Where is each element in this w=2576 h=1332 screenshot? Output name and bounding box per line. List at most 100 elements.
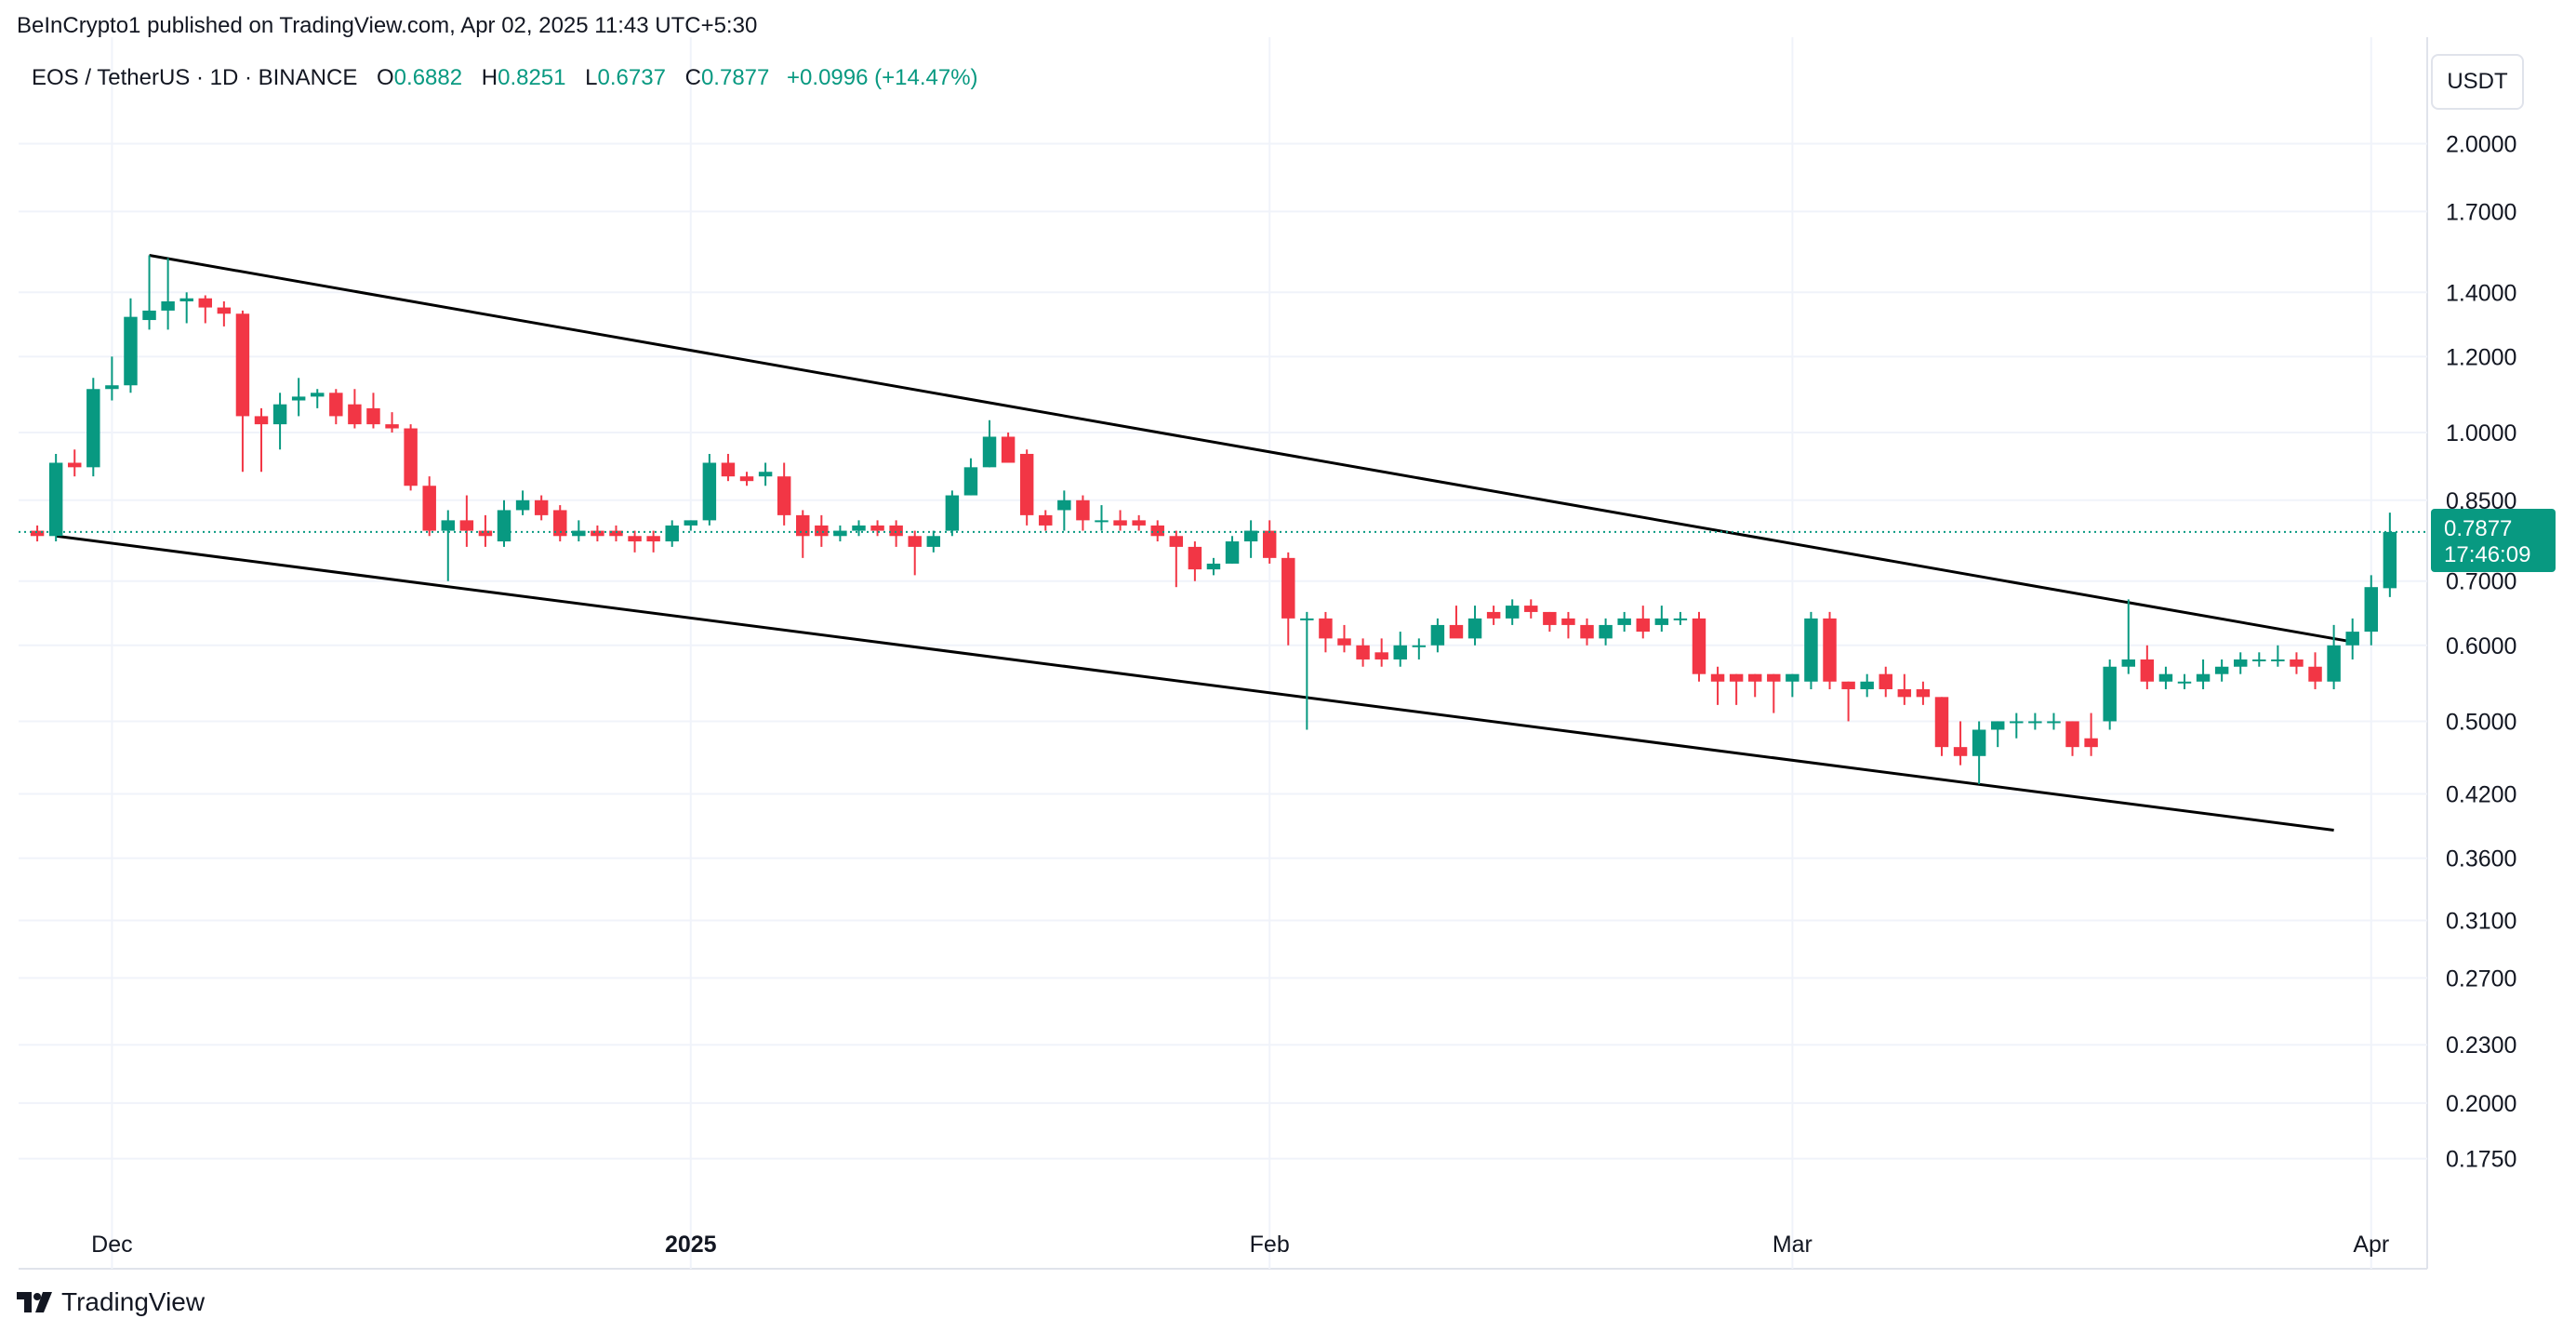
candle-body [1169, 536, 1184, 547]
channel-trendline [55, 534, 2334, 832]
price-tick-label: 0.6000 [2446, 633, 2516, 659]
candle-body [908, 536, 922, 547]
candle-body [1990, 721, 2005, 730]
low-label: L [585, 65, 598, 90]
candle-body [628, 536, 642, 542]
candle-body [2271, 659, 2285, 661]
candle-body [534, 500, 549, 515]
currency-button[interactable]: USDT [2431, 54, 2524, 110]
time-tick-label: Dec [91, 1232, 132, 1258]
candle-body [833, 530, 847, 537]
price-tick-label: 2.0000 [2446, 132, 2516, 158]
candle-body [572, 530, 586, 537]
price-tick-label: 1.4000 [2446, 280, 2516, 306]
time-axis[interactable]: Dec 2025 Feb Mar Apr [91, 1232, 2389, 1258]
candle-body [105, 385, 119, 390]
candle-body [2028, 721, 2042, 724]
candle-body [1039, 514, 1053, 526]
candle-body [926, 536, 941, 547]
trendlines[interactable] [55, 254, 2353, 832]
brand-name: TradingView [61, 1287, 206, 1316]
candle-body [30, 530, 45, 537]
tradingview-brand[interactable]: TradingView [17, 1287, 205, 1317]
tradingview-logo-icon [17, 1292, 52, 1312]
candle-body [609, 530, 623, 537]
candle-body [1543, 611, 1557, 625]
candle-body [739, 476, 754, 482]
candle-body [945, 495, 960, 531]
candle-body [852, 525, 866, 531]
candle-body [2308, 666, 2322, 682]
candle-body [1580, 624, 1594, 639]
candle-body [1113, 520, 1127, 526]
price-axis[interactable]: 2.00001.70001.40001.20001.00000.85000.70… [2446, 132, 2516, 1173]
candle-body [1654, 618, 1669, 625]
candle-body [982, 436, 997, 468]
candle-body [235, 313, 250, 417]
candle-body [1710, 673, 1725, 682]
candle-body [2103, 666, 2117, 722]
candle-body [2233, 659, 2248, 667]
price-tick-label: 0.3600 [2446, 846, 2516, 872]
last-price-tag-price: 0.7877 [2444, 516, 2512, 541]
candle-body [1449, 624, 1464, 639]
candle-body [2290, 659, 2304, 667]
candle-body [1804, 618, 1818, 682]
close-value: 0.7877 [700, 65, 770, 90]
candle-body [2010, 721, 2024, 724]
candle-body [2196, 673, 2211, 682]
candle-body [198, 298, 213, 308]
candle-body [1057, 500, 1071, 511]
candle-body [1767, 673, 1781, 682]
candle-body [1206, 563, 1221, 570]
candle-body [1860, 681, 1874, 689]
candle-body [497, 510, 511, 542]
candle-body [2121, 659, 2135, 667]
candle-body [1505, 606, 1520, 619]
candle-body [684, 520, 698, 526]
candle-body [441, 520, 456, 531]
candle-body [459, 520, 474, 531]
open-value: 0.6882 [393, 65, 463, 90]
publisher-caption: BeInCrypto1 published on TradingView.com… [17, 13, 758, 38]
grid [19, 37, 2428, 1270]
candle-body [48, 462, 63, 537]
candle-body [2383, 531, 2397, 589]
symbol-name[interactable]: EOS / TetherUS · 1D · BINANCE [32, 65, 358, 90]
candle-body [1953, 747, 1968, 756]
candle-body [1524, 606, 1538, 612]
candle-body [2214, 666, 2229, 674]
candle-body [1617, 618, 1631, 625]
last-price-tag-countdown: 17:46:09 [2444, 542, 2530, 567]
candle-body [870, 525, 884, 531]
candle-body [1412, 645, 1427, 647]
high-value: 0.8251 [498, 65, 566, 90]
candle-body [2047, 721, 2061, 724]
candle-body [2140, 659, 2155, 682]
candle-body [1225, 541, 1240, 564]
candle-body [1897, 688, 1912, 698]
price-tick-label: 0.1750 [2446, 1147, 2516, 1173]
time-tick-label: Apr [2353, 1232, 2389, 1258]
candle-body [478, 530, 493, 537]
candle-body [646, 536, 660, 542]
candle-body [1132, 520, 1146, 526]
candle-body [2158, 673, 2173, 682]
symbol-legend: EOS / TetherUS · 1D · BINANCE O0.6882 H0… [32, 65, 978, 91]
price-tick-label: 0.7000 [2446, 569, 2516, 595]
candle-body [1337, 638, 1351, 646]
candle-body [1393, 645, 1407, 659]
candle-body [161, 300, 175, 311]
open-label: O [377, 65, 394, 90]
candle-body [142, 310, 156, 321]
candle-body [1467, 618, 1482, 639]
high-label: H [481, 65, 498, 90]
candle-body [777, 476, 791, 515]
candle-body [1729, 673, 1744, 682]
candle-body [1841, 681, 1855, 689]
price-tick-label: 0.3100 [2446, 909, 2516, 935]
candle-body [366, 407, 380, 425]
candle-body [124, 316, 138, 386]
low-value: 0.6737 [597, 65, 666, 90]
